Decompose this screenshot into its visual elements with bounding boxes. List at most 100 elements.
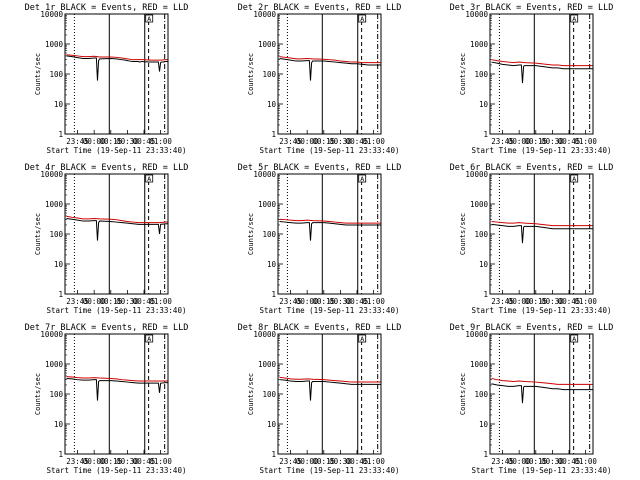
y-tick-label: 10000 xyxy=(465,10,488,19)
flag-label: A xyxy=(147,175,151,183)
y-axis-label: Counts/sec xyxy=(459,373,467,415)
chart-title: Det 8r BLACK = Events, RED = LLD xyxy=(238,323,402,333)
plot-frame xyxy=(489,173,594,295)
flag-box xyxy=(358,334,367,343)
detector-panel: Det 5r BLACK = Events, RED = LLD 1 10 100 10… xyxy=(238,163,402,315)
events-series-line xyxy=(279,379,381,401)
y-tick-label: 10 xyxy=(267,420,277,429)
x-tick-label: 00:15 xyxy=(99,137,122,146)
x-tick-label: 00:00 xyxy=(508,297,531,306)
y-tick-label: 1 xyxy=(271,290,276,299)
y-axis-label: Counts/sec xyxy=(247,213,255,255)
x-tick-label: 00:45 xyxy=(558,297,581,306)
events-series-line xyxy=(279,221,381,241)
flag-box xyxy=(145,334,154,343)
plot-frame xyxy=(489,13,594,135)
x-tick-label: 23:45 xyxy=(491,137,514,146)
lld-series-line xyxy=(491,221,593,227)
lld-series-line xyxy=(491,59,593,67)
lld-series-line xyxy=(66,376,168,382)
y-tick-label: 10 xyxy=(267,260,277,269)
y-tick-label: 10 xyxy=(479,420,489,429)
y-tick-label: 10000 xyxy=(253,170,276,179)
flag-box xyxy=(570,334,579,343)
lld-series-line xyxy=(279,218,381,224)
flag-box xyxy=(358,174,367,183)
x-tick-label: 01:00 xyxy=(149,137,172,146)
y-tick-label: 10 xyxy=(479,100,489,109)
x-tick-label: 00:30 xyxy=(541,457,564,466)
events-series-line xyxy=(491,223,593,244)
y-tick-label: 100 xyxy=(262,230,276,239)
flag-label: A xyxy=(360,175,364,183)
x-axis-label: Start Time (19-Sep-11 23:33:40) xyxy=(472,146,612,155)
x-tick-label: 23:45 xyxy=(279,137,302,146)
x-tick-label: 01:00 xyxy=(362,457,385,466)
y-tick-label: 100 xyxy=(262,390,276,399)
lld-series-line xyxy=(279,376,381,383)
x-tick-label: 01:00 xyxy=(574,297,597,306)
lld-series-line xyxy=(66,215,168,224)
y-tick-label: 1000 xyxy=(470,200,489,209)
y-tick-label: 10000 xyxy=(253,10,276,19)
x-tick-label: 00:45 xyxy=(558,457,581,466)
x-tick-label: 00:15 xyxy=(524,297,547,306)
x-tick-label: 00:15 xyxy=(524,457,547,466)
flag-label: A xyxy=(147,335,151,343)
x-tick-label: 23:45 xyxy=(279,457,302,466)
x-tick-label: 00:45 xyxy=(133,297,156,306)
x-axis-label: Start Time (19-Sep-11 23:33:40) xyxy=(472,466,612,475)
y-tick-label: 1000 xyxy=(470,360,489,369)
y-tick-label: 10000 xyxy=(40,170,63,179)
plot-frame xyxy=(277,13,382,135)
y-tick-label: 1 xyxy=(271,450,276,459)
x-tick-label: 01:00 xyxy=(574,457,597,466)
x-tick-label: 00:30 xyxy=(329,137,352,146)
y-tick-label: 100 xyxy=(49,230,63,239)
x-axis-label: Start Time (19-Sep-11 23:33:40) xyxy=(260,146,400,155)
x-axis-label: Start Time (19-Sep-11 23:33:40) xyxy=(47,306,187,315)
y-tick-label: 10000 xyxy=(40,10,63,19)
x-tick-label: 00:45 xyxy=(346,137,369,146)
chart-title: Det 5r BLACK = Events, RED = LLD xyxy=(238,163,402,173)
lld-series-line xyxy=(491,377,593,385)
x-axis-label: Start Time (19-Sep-11 23:33:40) xyxy=(260,466,400,475)
x-tick-label: 00:00 xyxy=(296,297,319,306)
y-tick-label: 10 xyxy=(54,420,64,429)
x-axis-label: Start Time (19-Sep-11 23:33:40) xyxy=(260,306,400,315)
y-tick-label: 1 xyxy=(483,450,488,459)
y-tick-label: 10 xyxy=(479,260,489,269)
y-tick-label: 10000 xyxy=(465,170,488,179)
plot-frame xyxy=(277,173,382,295)
x-tick-label: 00:45 xyxy=(346,457,369,466)
y-tick-label: 1000 xyxy=(258,200,277,209)
x-tick-label: 00:30 xyxy=(116,137,139,146)
x-tick-label: 00:30 xyxy=(329,297,352,306)
y-tick-label: 100 xyxy=(49,390,63,399)
x-tick-label: 00:15 xyxy=(312,297,335,306)
y-tick-label: 1 xyxy=(483,130,488,139)
y-axis-label: Counts/sec xyxy=(34,53,42,95)
lld-series-line xyxy=(66,54,168,61)
x-tick-label: 00:00 xyxy=(296,137,319,146)
y-tick-label: 100 xyxy=(49,70,63,79)
y-tick-label: 1 xyxy=(58,130,63,139)
y-tick-label: 100 xyxy=(474,390,488,399)
chart-title: Det 9r BLACK = Events, RED = LLD xyxy=(450,323,614,333)
chart-title: Det 1r BLACK = Events, RED = LLD xyxy=(25,3,189,13)
x-tick-label: 23:45 xyxy=(66,137,89,146)
chart-title: Det 3r BLACK = Events, RED = LLD xyxy=(450,3,614,13)
x-tick-label: 00:00 xyxy=(83,457,106,466)
plot-frame xyxy=(489,333,594,455)
x-tick-label: 00:45 xyxy=(346,297,369,306)
x-tick-label: 00:15 xyxy=(99,457,122,466)
events-series-line xyxy=(491,383,593,404)
y-tick-label: 10 xyxy=(54,260,64,269)
x-tick-label: 01:00 xyxy=(362,297,385,306)
flag-box xyxy=(358,14,367,23)
detector-panel: Det 9r BLACK = Events, RED = LLD 1 10 100 10… xyxy=(450,323,614,475)
x-tick-label: 23:45 xyxy=(279,297,302,306)
x-tick-label: 00:30 xyxy=(116,297,139,306)
x-tick-label: 00:15 xyxy=(312,137,335,146)
events-series-line xyxy=(66,377,168,401)
